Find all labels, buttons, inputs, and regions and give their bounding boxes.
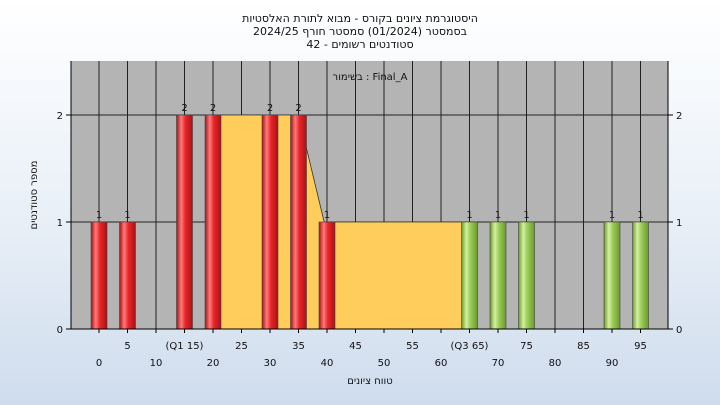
bar-value-label: 1 [324,210,330,221]
x-tick-label-lower: 90 [606,358,619,369]
y-tick-label-right: 0 [676,325,682,336]
title-line-3: סטודנטים רשומים - 42 [306,38,413,51]
bar-value-label: 1 [96,210,102,221]
x-tick-label-upper: (Q3 65) [451,341,489,352]
bar [119,221,136,330]
bars [90,114,649,330]
bar [176,114,193,330]
x-tick-label-upper: 95 [634,341,647,352]
bar-value-label: 2 [267,103,273,114]
x-tick-label-upper: 85 [577,341,590,352]
bar-value-label: 2 [181,103,187,114]
x-tick-label-upper: (Q1 15) [166,341,204,352]
bar-value-label: 1 [495,210,501,221]
bar [261,114,279,330]
legend-label: בשימור : Final_A [333,72,408,83]
x-tick-label-lower: 60 [435,358,448,369]
x-tick-label-lower: 80 [549,358,562,369]
y-tick-label-right: 1 [676,218,682,229]
bar [90,221,108,330]
bar [632,221,649,330]
bar [518,221,535,330]
chart-title: היסטוגרמת ציונים בקורס - מבוא לתורת האלס… [242,12,478,51]
bar-value-label: 1 [523,210,529,221]
title-line-2: בסמסטר (01/2024) סמסטר חורף 2024/25 [253,25,467,38]
x-tick-label-lower: 40 [321,358,334,369]
y-tick-label-left: 1 [57,218,63,229]
bar-value-label: 1 [124,210,130,221]
bar [290,114,307,330]
bar [489,221,507,330]
x-tick-label-lower: 50 [378,358,391,369]
axes: 0 01 12 25 (Q1 15) 25 35 45 55 (Q3 65) 75 85 950 10 20… [57,61,682,369]
bar [461,221,478,330]
x-tick-label-upper: 5 [124,341,130,352]
x-tick-label-lower: 20 [207,358,220,369]
x-tick-label-upper: 25 [235,341,248,352]
bar-value-label: 2 [295,103,301,114]
bar-value-label: 1 [609,210,615,221]
title-line-1: היסטוגרמת ציונים בקורס - מבוא לתורת האלס… [242,12,478,25]
x-tick-label-lower: 0 [96,358,102,369]
y-tick-label-left: 0 [57,325,63,336]
bar-value-label: 2 [210,103,216,114]
bar [204,114,222,330]
x-tick-label-upper: 35 [292,341,305,352]
x-axis-label: טווח ציונים [347,376,392,387]
y-axis-label: מספר סטודנטים [29,161,40,230]
bar-value-label: 1 [466,210,472,221]
y-tick-label-right: 2 [676,111,682,122]
y-tick-label-left: 2 [57,111,63,122]
x-tick-label-upper: 75 [520,341,533,352]
x-tick-label-upper: 55 [406,341,419,352]
bar [603,221,621,330]
x-tick-label-lower: 70 [492,358,505,369]
bar-value-label: 1 [637,210,643,221]
bar [318,221,336,330]
x-tick-label-lower: 10 [150,358,163,369]
x-tick-label-upper: 45 [349,341,362,352]
x-tick-label-lower: 30 [264,358,277,369]
data-labels: 1 1 2 2 2 2 1 1 1 1 1 1 [96,103,644,221]
